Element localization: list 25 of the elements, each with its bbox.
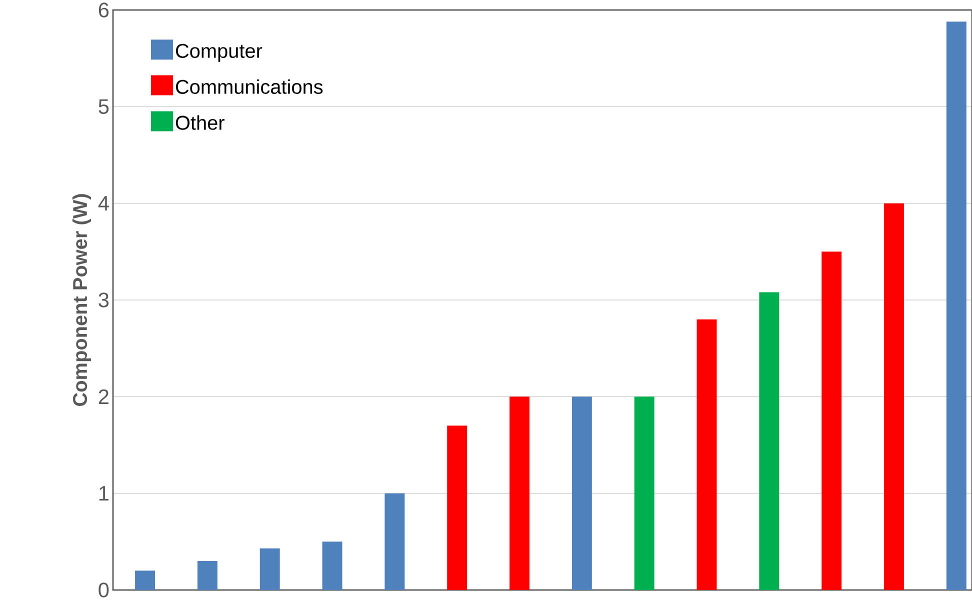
bar [197,560,218,590]
legend-label: Computer [176,44,262,62]
y-tick-label: 3 [98,292,109,308]
y-axis-title: Component Power (W) [72,194,92,406]
bar [260,548,280,590]
bar [135,570,156,590]
bar [634,396,654,590]
bar [510,396,530,590]
y-tick-label: 6 [98,2,109,18]
bar [696,319,717,590]
legend-label: Other [176,115,224,130]
bar [759,292,780,590]
bar [572,396,592,590]
bar [884,203,904,590]
y-tick-label: 4 [98,196,109,211]
legend-label: Communications [176,79,323,94]
bar [822,252,842,590]
y-tick-label: 5 [98,99,109,114]
bar [447,426,468,590]
y-tick-label: 2 [98,389,108,404]
y-tick-label: 0 [98,582,109,598]
bar [322,542,342,590]
y-tick-label: 1 [99,486,108,501]
bar [946,22,966,590]
bar [384,493,405,590]
